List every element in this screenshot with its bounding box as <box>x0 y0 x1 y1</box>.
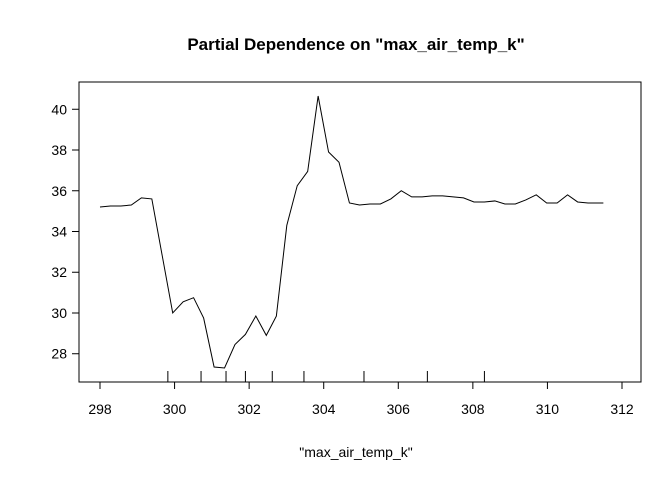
y-tick-label: 32 <box>51 264 67 280</box>
x-tick-label: 302 <box>237 401 261 417</box>
series-line <box>99 95 604 369</box>
x-axis: 298 300 302 304 306 308 310 312 <box>88 381 634 417</box>
x-tick-label: 300 <box>163 401 187 417</box>
y-tick-label: 38 <box>51 142 67 158</box>
y-tick-label: 36 <box>51 183 67 199</box>
x-tick-label: 308 <box>461 401 485 417</box>
chart-title: Partial Dependence on "max_air_temp_k" <box>187 35 524 54</box>
x-tick-label: 298 <box>88 401 112 417</box>
plot-frame <box>78 81 642 383</box>
x-tick-label: 312 <box>610 401 634 417</box>
y-tick-label: 30 <box>51 305 67 321</box>
rug-marks <box>167 371 485 382</box>
y-axis: 28 30 32 34 36 38 40 <box>51 101 80 362</box>
y-tick-label: 40 <box>51 101 67 117</box>
y-tick-label: 34 <box>51 224 67 240</box>
y-tick-label: 28 <box>51 346 67 362</box>
series-group <box>99 95 604 369</box>
x-tick-label: 306 <box>387 401 411 417</box>
x-tick-label: 310 <box>536 401 560 417</box>
x-tick-label: 304 <box>312 401 336 417</box>
x-axis-label: "max_air_temp_k" <box>299 444 412 460</box>
